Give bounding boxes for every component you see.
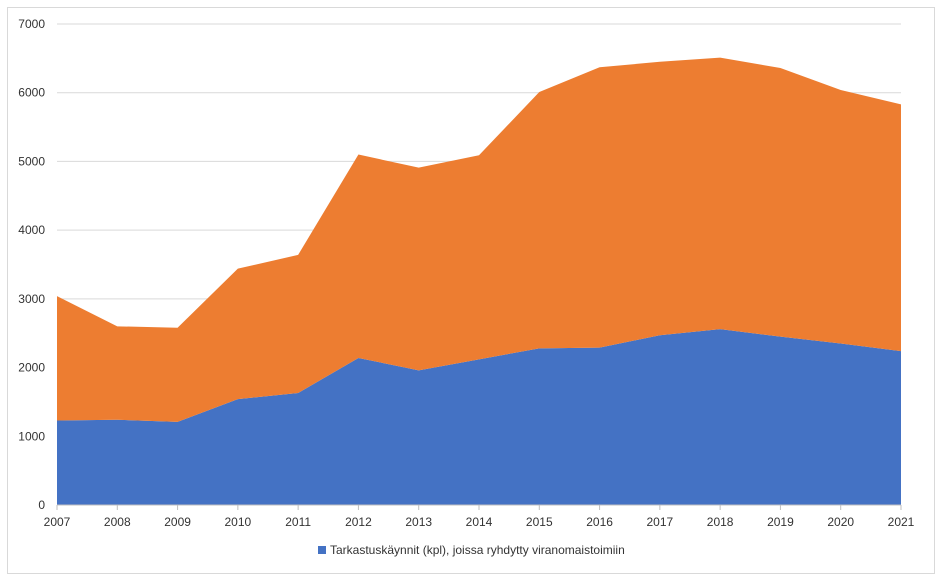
x-tick-label: 2019 [767, 515, 794, 529]
x-tick-label: 2010 [225, 515, 252, 529]
area-series-2 [57, 57, 901, 422]
x-tick-label: 2018 [707, 515, 734, 529]
x-axis-tick-labels: 2007 2008 2009 2010 2011 2012 2013 2014 2015 2016… [44, 515, 915, 529]
x-tick-label: 2014 [466, 515, 493, 529]
x-tick-label: 2021 [888, 515, 915, 529]
x-tick-label: 2016 [586, 515, 613, 529]
y-tick-label: 6000 [18, 86, 45, 100]
y-tick-label: 7000 [18, 17, 45, 31]
x-tick-label: 2015 [526, 515, 553, 529]
x-tick-label: 2020 [827, 515, 854, 529]
axes [56, 504, 902, 510]
y-tick-label: 5000 [18, 154, 45, 168]
x-tick-label: 2007 [44, 515, 71, 529]
x-tick-label: 2012 [345, 515, 372, 529]
x-tick-label: 2017 [647, 515, 674, 529]
x-tick-label: 2013 [405, 515, 432, 529]
legend-swatch-series-1 [318, 546, 326, 554]
y-tick-label: 1000 [18, 429, 45, 443]
x-tick-label: 2009 [164, 515, 191, 529]
y-tick-label: 4000 [18, 223, 45, 237]
x-tick-label: 2011 [285, 515, 311, 529]
legend: Tarkastuskäynnit (kpl), joissa ryhdytty … [318, 543, 625, 557]
y-tick-label: 0 [38, 498, 45, 512]
legend-label-series-1: Tarkastuskäynnit (kpl), joissa ryhdytty … [330, 543, 625, 557]
area-series-group [57, 57, 901, 505]
y-tick-label: 3000 [18, 292, 45, 306]
area-series-1 [57, 329, 901, 505]
y-axis-tick-labels: 0 1000 2000 3000 4000 5000 6000 7000 [18, 17, 45, 512]
y-tick-label: 2000 [18, 361, 45, 375]
x-tick-label: 2008 [104, 515, 131, 529]
